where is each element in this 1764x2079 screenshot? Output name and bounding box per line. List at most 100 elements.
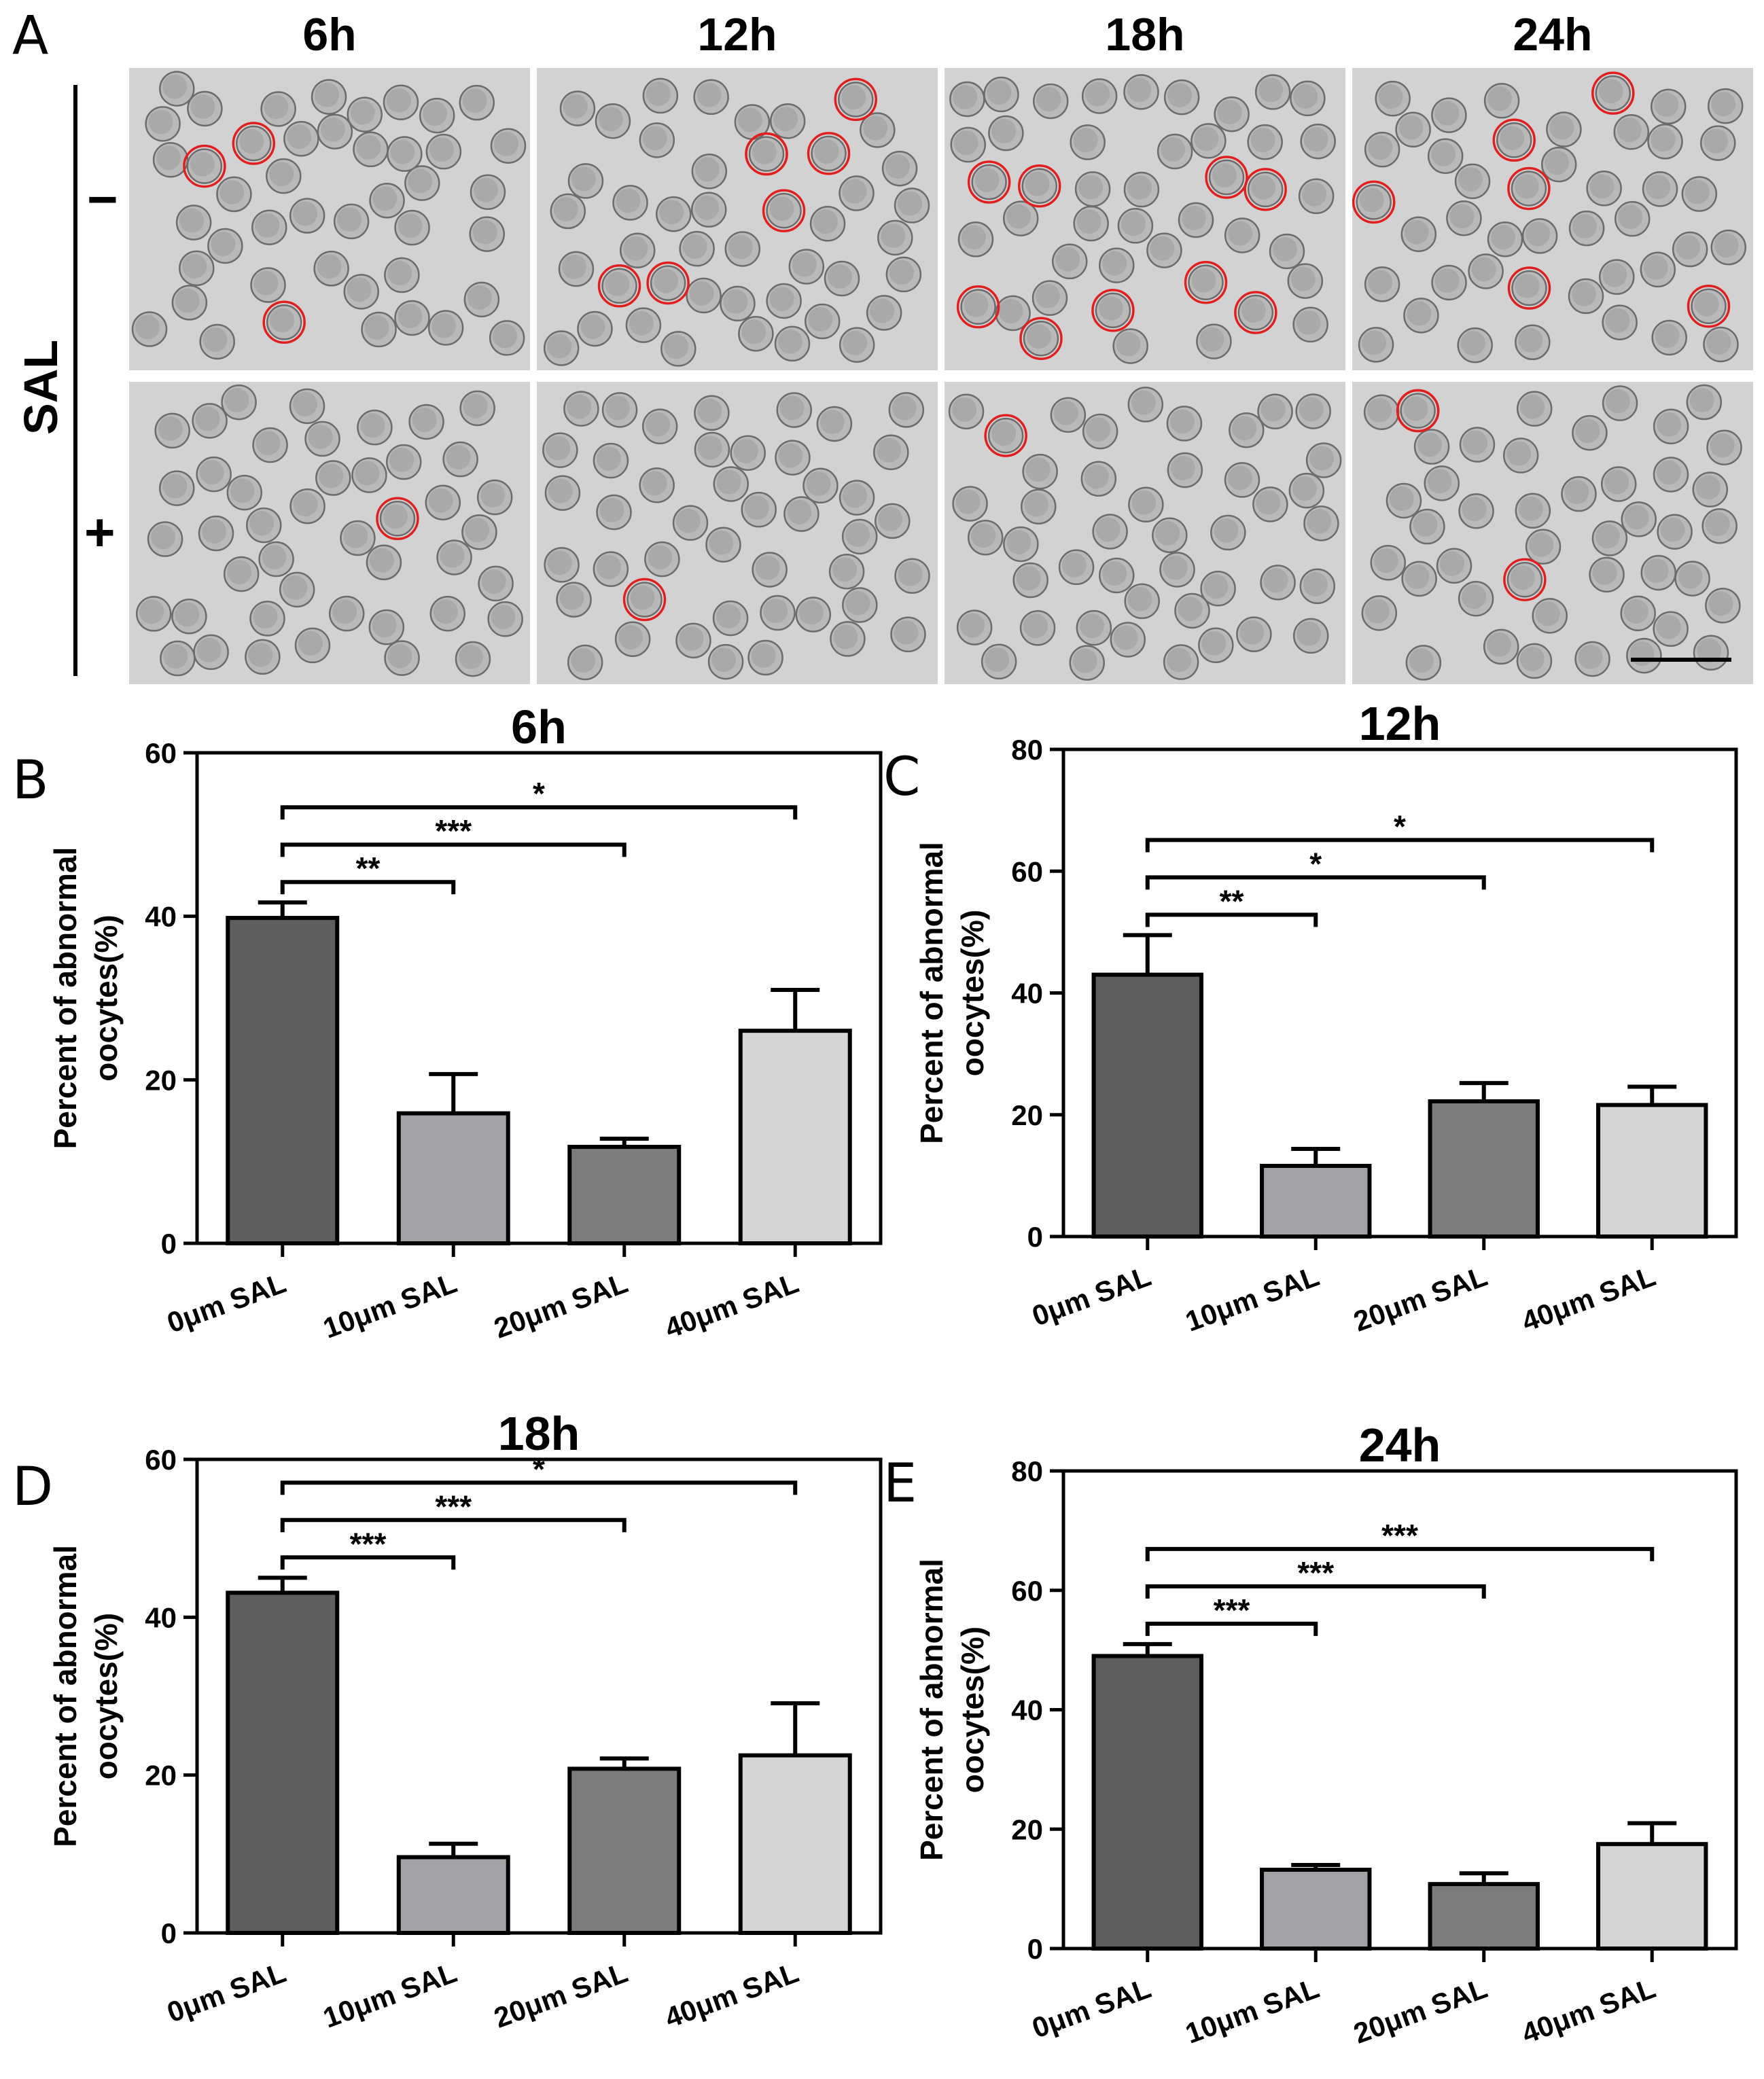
significance-bracket [280, 1555, 456, 1570]
significance-bracket [1145, 912, 1318, 927]
row-sign-minus: − [87, 169, 118, 229]
significance-bracket [280, 1480, 798, 1495]
abnormal-oocyte-marker [807, 132, 851, 175]
significance-bracket [1145, 1584, 1486, 1599]
micrograph-minus-18h [945, 68, 1345, 370]
abnormal-oocyte-marker [232, 122, 276, 165]
bar-0 [226, 916, 340, 1246]
scale-bar [1631, 658, 1731, 662]
x-tick-label: 40μm SAL [660, 1266, 802, 1344]
y-axis-label: Percent of abnormal oocytes(%) [48, 1545, 124, 1847]
significance-bracket [1145, 1621, 1318, 1636]
panel-letter-a: A [12, 5, 49, 67]
x-tick-label: 20μm SAL [490, 1266, 632, 1344]
abnormal-oocyte-marker [762, 189, 806, 232]
abnormal-oocyte-marker [1507, 266, 1551, 310]
abnormal-oocyte-marker [967, 160, 1011, 204]
abnormal-oocyte-marker [1492, 118, 1536, 162]
y-tick-label: 80 [1011, 734, 1043, 766]
bar-0 [1091, 972, 1203, 1239]
significance-label: * [1309, 846, 1322, 881]
y-tick-label: 40 [1011, 1694, 1043, 1726]
abnormal-oocyte-marker [262, 300, 306, 344]
significance-label: *** [1297, 1555, 1334, 1591]
chart-title: 6h [511, 700, 567, 753]
abnormal-oocyte-marker [834, 77, 878, 122]
y-tick-label: 40 [145, 901, 177, 933]
y-tick-label: 20 [1011, 1813, 1043, 1845]
abnormal-oocyte-marker [984, 414, 1027, 457]
significance-label: *** [1214, 1593, 1250, 1628]
bar-1 [1260, 1164, 1372, 1239]
micrograph-minus-12h [537, 68, 938, 370]
micrograph-plus-24h [1352, 382, 1753, 684]
y-axis-label-line: oocytes(%) [88, 914, 124, 1081]
bar-3 [1596, 1842, 1708, 1951]
bar-2 [567, 1145, 682, 1246]
micrograph-plus-6h [129, 382, 530, 684]
abnormal-oocyte-marker [1503, 558, 1547, 601]
abnormal-oocyte-marker [622, 578, 667, 622]
significance-label: *** [435, 813, 472, 849]
micrograph-plus-18h [945, 382, 1345, 684]
y-tick-label: 0 [161, 1228, 177, 1260]
abnormal-oocyte-marker [1243, 168, 1287, 211]
y-tick-label: 80 [1011, 1455, 1043, 1487]
micrograph-minus-24h [1352, 68, 1753, 370]
x-tick-label: 10μm SAL [1181, 1260, 1323, 1337]
abnormal-oocyte-marker [1019, 317, 1063, 360]
x-tick-label: 0μm SAL [1028, 1260, 1155, 1332]
plot-frame [195, 1457, 883, 1935]
significance-bracket [280, 842, 627, 857]
y-tick-label: 40 [1011, 978, 1043, 1010]
x-tick-label: 10μm SAL [1181, 1972, 1323, 2049]
significance-bracket [280, 805, 798, 820]
y-axis-label-line: Percent of abnormal [914, 1559, 949, 1861]
bar-3 [738, 1753, 852, 1935]
chart-b: B 6h 0 20 40 60 Percent of abnormal oocytes(%) 0… [12, 700, 883, 1345]
significance-label: *** [350, 1526, 387, 1561]
y-tick-label: 20 [1011, 1099, 1043, 1131]
y-tick-label: 0 [1027, 1933, 1043, 1965]
significance-bracket [280, 880, 456, 895]
bar-2 [1428, 1882, 1540, 1951]
y-axis-label: Percent of abnormal oocytes(%) [48, 847, 124, 1150]
significance-label: * [533, 776, 545, 811]
x-tick-label: 40μm SAL [1517, 1260, 1659, 1337]
y-axis-label-line: Percent of abnormal [48, 847, 83, 1150]
abnormal-oocyte-marker [956, 285, 1000, 329]
column-title-12h: 12h [697, 9, 777, 60]
chart-title: 12h [1359, 697, 1441, 750]
y-axis-label-line: oocytes(%) [955, 910, 990, 1076]
significance-label: * [1394, 808, 1406, 844]
abnormal-oocyte-marker [376, 497, 419, 541]
abnormal-oocyte-marker [183, 144, 226, 188]
bar-2 [567, 1766, 682, 1935]
x-tick-label: 10μm SAL [319, 1266, 461, 1344]
x-tick-label: 10μm SAL [319, 1956, 461, 2033]
bar-3 [1596, 1103, 1708, 1239]
chart-e: E 24h 0 20 40 60 80 Percent of abnormal oocytes(… [883, 1419, 1738, 2050]
abnormal-oocyte-marker [1591, 71, 1635, 115]
chart-title: 18h [498, 1407, 580, 1460]
x-tick-label: 40μm SAL [660, 1956, 802, 2033]
y-tick-label: 60 [1011, 1575, 1043, 1607]
column-title-24h: 24h [1513, 9, 1593, 60]
y-axis-label: Percent of abnormal oocytes(%) [914, 1559, 990, 1861]
y-tick-label: 0 [1027, 1221, 1043, 1253]
panel-letter-b: B [12, 750, 49, 811]
abnormal-oocyte-marker [1234, 291, 1277, 334]
bar-0 [1091, 1654, 1203, 1951]
y-axis-label-line: Percent of abnormal [914, 842, 949, 1144]
x-tick-label: 20μm SAL [1350, 1260, 1492, 1337]
bar-2 [1428, 1099, 1540, 1239]
abnormal-oocyte-marker [1205, 156, 1248, 199]
bar-3 [738, 1029, 852, 1245]
chart-d: D 18h 0 20 40 60 Percent of abnormal oocytes(%)… [12, 1407, 883, 2034]
panel-letter-e: E [883, 1453, 917, 1514]
significance-bracket [1145, 1546, 1655, 1561]
abnormal-oocyte-marker [1352, 180, 1396, 224]
y-tick-label: 60 [145, 1444, 177, 1476]
panel-letter-d: D [12, 1457, 53, 1518]
